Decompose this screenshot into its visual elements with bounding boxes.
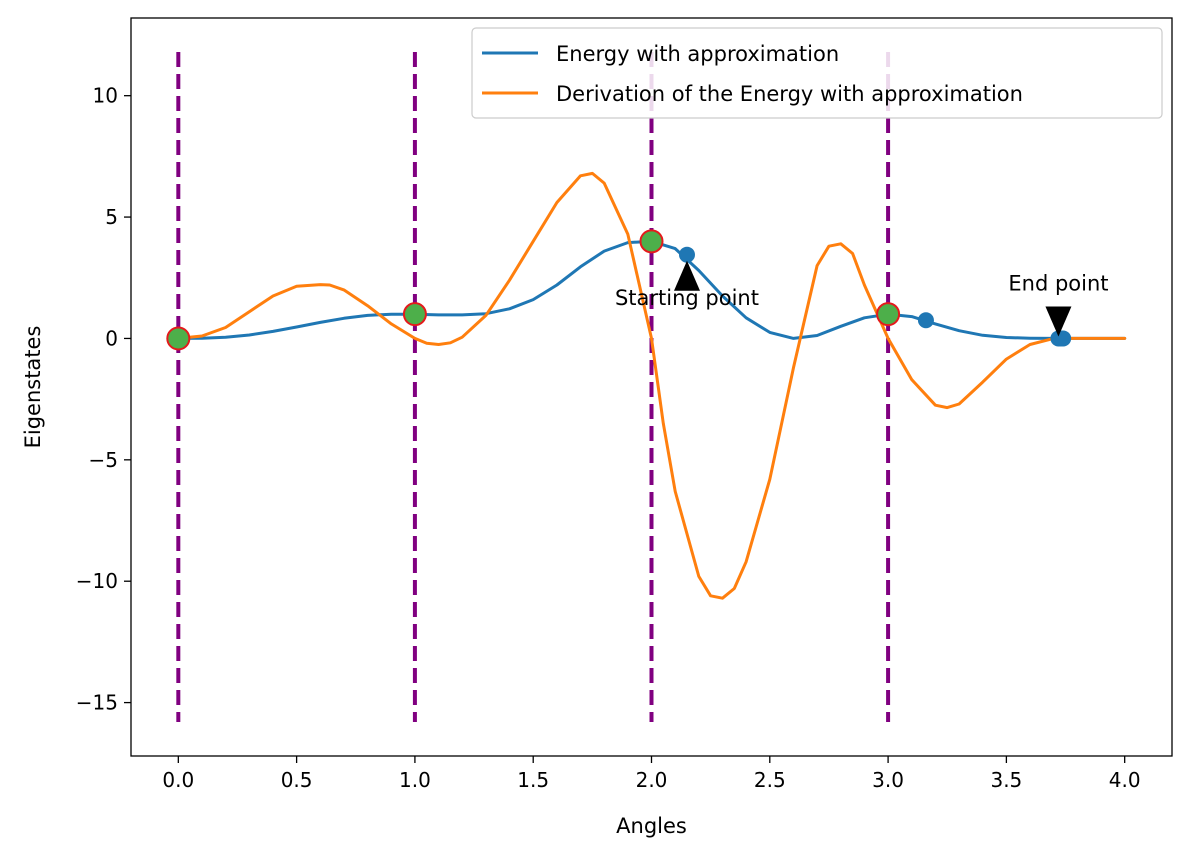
series-line-1 <box>176 171 1127 600</box>
x-tick-label-6: 3.0 <box>872 768 904 792</box>
x-tick-label-3: 1.5 <box>517 768 549 792</box>
green-point-2 <box>639 229 664 254</box>
markers <box>166 229 1072 351</box>
legend-box <box>471 27 1163 119</box>
blue-point-1 <box>917 312 934 329</box>
x-axis-ticks: 0.0 0.5 1.0 1.5 2.0 2.5 3.0 3.5 4.0 <box>162 756 1141 792</box>
x-tick-label-1: 0.5 <box>281 768 313 792</box>
legend: Energy with approximation Derivation of … <box>471 27 1163 119</box>
y-tick-label-0: 10 <box>93 84 118 108</box>
x-tick-label-0: 0.0 <box>162 768 194 792</box>
y-tick-label-2: 0 <box>105 326 118 350</box>
x-tick-label-2: 1.0 <box>399 768 431 792</box>
annotation-text-0: Starting point <box>615 286 759 310</box>
annotation-text-1: End point <box>1008 272 1108 296</box>
x-axis-label: Angles <box>616 814 687 838</box>
green-point-1 <box>402 302 427 327</box>
y-tick-label-1: 5 <box>105 205 118 229</box>
x-tick-label-8: 4.0 <box>1109 768 1141 792</box>
legend-label-energy: Energy with approximation <box>556 42 839 66</box>
legend-label-derivation: Derivation of the Energy with approximat… <box>556 82 1023 106</box>
annotation-arrow-1 <box>1045 306 1072 337</box>
y-axis-ticks: 10 5 0 −5 −10 −15 <box>76 84 131 715</box>
y-axis-label: Eigenstates <box>21 326 45 449</box>
x-tick-label-5: 2.5 <box>754 768 786 792</box>
x-tick-label-7: 3.5 <box>990 768 1022 792</box>
vertical-lines <box>176 51 891 723</box>
green-point-3 <box>876 302 901 327</box>
annotation-arrow-0 <box>673 260 700 291</box>
x-tick-label-4: 2.0 <box>636 768 668 792</box>
blue-point-0 <box>678 246 695 263</box>
y-tick-label-4: −10 <box>76 569 118 593</box>
y-tick-label-3: −5 <box>89 448 118 472</box>
green-point-0 <box>166 326 191 351</box>
annotations: Starting point End point <box>615 260 1109 337</box>
y-tick-label-5: −15 <box>76 691 118 715</box>
